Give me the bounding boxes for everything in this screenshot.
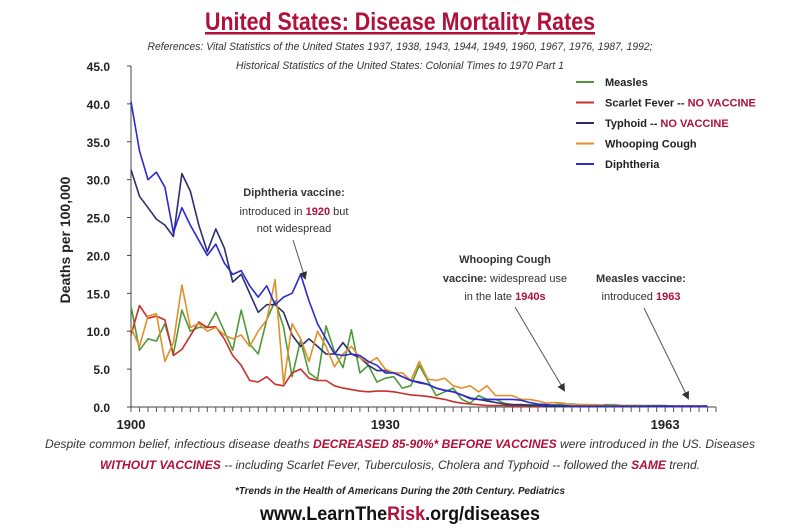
references-line-1: References: Vital Statistics of the Unit… [148,41,653,53]
legend-item: Measles [576,77,648,89]
series-lines [130,101,708,408]
legend: Measles Scarlet Fever -- NO VACCINE Typhoi… [576,77,756,171]
legend-label: Measles [605,77,648,89]
legend-item: Typhoid -- NO VACCINE [576,118,729,130]
y-tick-label: 20.0 [87,249,111,263]
legend-label: Typhoid -- NO VACCINE [605,118,729,130]
annotation-diphtheria: Diphtheria vaccine: introduced in 1920 b… [240,187,349,235]
legend-item: Scarlet Fever -- NO VACCINE [576,98,756,110]
svg-text:not widespread: not widespread [257,223,332,235]
y-tick-label: 0.0 [93,401,110,415]
legend-item: Diphtheria [576,159,660,171]
svg-text:Whooping Cough: Whooping Cough [459,254,551,266]
series-line-typhoid [130,169,708,408]
y-axis-label: Deaths per 100,000 [57,176,73,303]
svg-text:in the late 1940s: in the late 1940s [464,291,545,303]
legend-label: Diphtheria [605,159,660,171]
arrow-diphtheria [292,239,308,280]
series-line-scarlet-fever [130,304,708,408]
footer-paragraph-line-2: WITHOUT VACCINES -- including Scarlet Fe… [100,458,700,472]
footer-paragraph-line-1: Despite common belief, infectious diseas… [45,437,755,451]
svg-text:vaccine: widespread use: vaccine: widespread use [443,273,567,285]
y-tick-label: 15.0 [87,287,111,301]
legend-label: Whooping Cough [605,139,697,151]
arrow-measles [643,307,689,400]
svg-text:introduced in 1920 but: introduced in 1920 but [240,206,349,218]
legend-item: Whooping Cough [576,139,697,151]
annotation-measles: Measles vaccine: introduced 1963 [596,273,686,303]
references-line-2: Historical Statistics of the United Stat… [236,60,564,72]
svg-text:Measles vaccine:: Measles vaccine: [596,273,686,285]
page-title: United States: Disease Mortality Rates [205,8,595,36]
y-tick-label: 45.0 [87,60,111,74]
annotation-whooping-cough: Whooping Cough vaccine: widespread use i… [443,254,567,303]
y-tick-label: 25.0 [87,212,111,226]
svg-text:Diphtheria vaccine:: Diphtheria vaccine: [243,187,344,199]
x-tick-label: 1930 [371,417,400,432]
y-tick-label: 5.0 [93,363,110,377]
series-line-diphtheria [130,101,708,408]
footnote: *Trends in the Health of Americans Durin… [235,486,565,497]
arrow-whooping-cough [514,306,566,392]
y-tick-label: 40.0 [87,98,111,112]
axes: 0.0 5.0 10.0 15.0 20.0 25.0 30.0 35.0 40.0 45.0 19… [87,60,717,432]
series-line-measles [130,300,708,408]
y-tick-label: 30.0 [87,174,111,188]
legend-label: Scarlet Fever -- NO VACCINE [605,98,756,110]
y-tick-label: 10.0 [87,325,111,339]
svg-text:introduced 1963: introduced 1963 [602,291,681,303]
x-tick-label: 1900 [117,417,146,432]
website-link[interactable]: www.LearnTheRisk.org/diseases [259,504,540,525]
y-tick-label: 35.0 [87,136,111,150]
x-tick-label: 1963 [651,417,680,432]
